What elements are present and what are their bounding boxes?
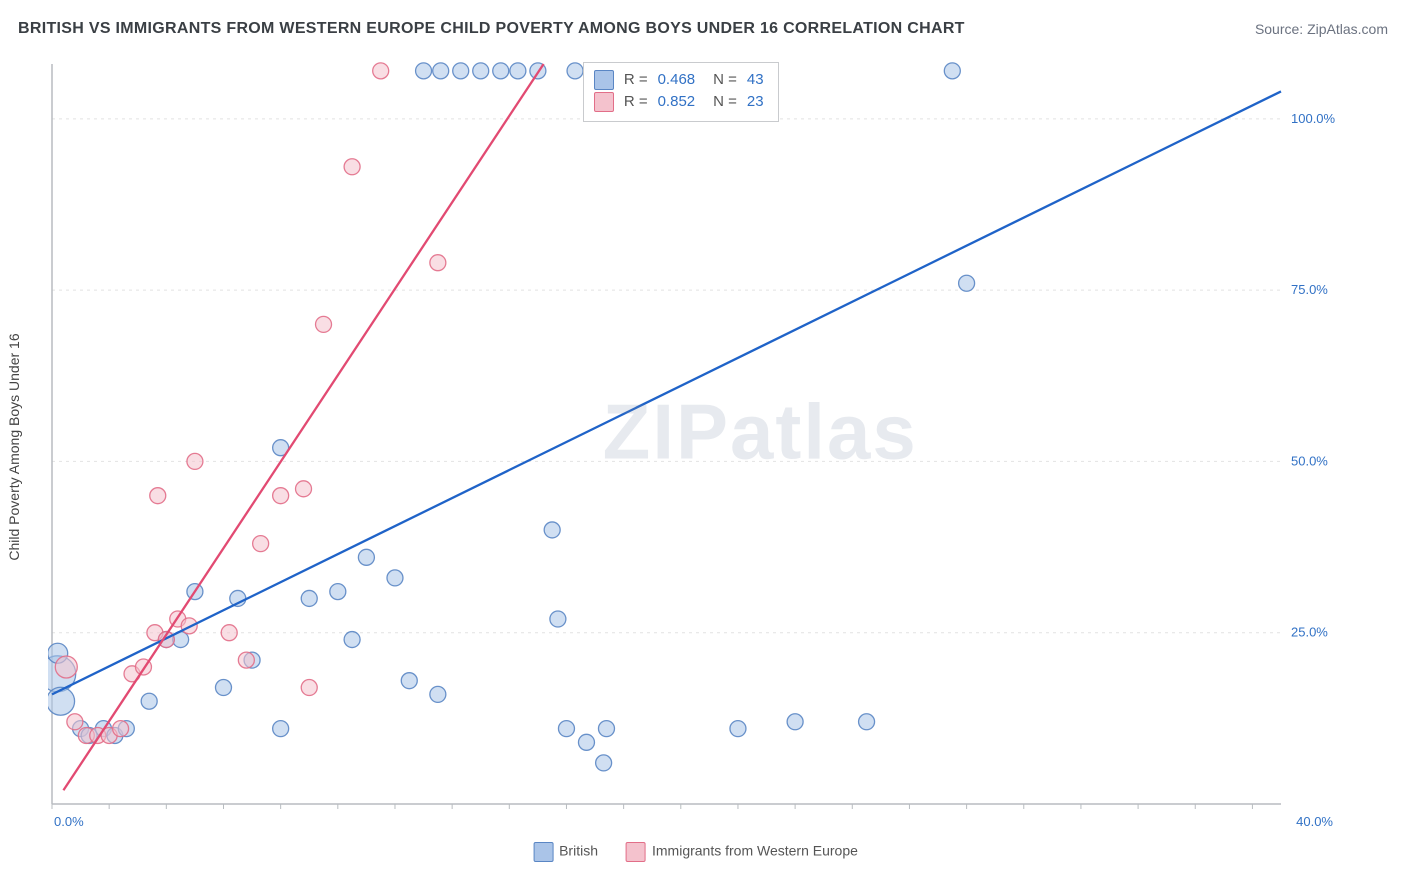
- legend-item: British: [533, 842, 598, 862]
- svg-text:40.0%: 40.0%: [1296, 814, 1333, 829]
- legend-swatch: [533, 842, 553, 862]
- y-axis-label: Child Poverty Among Boys Under 16: [6, 333, 22, 560]
- chart-source: Source: ZipAtlas.com: [1255, 21, 1388, 37]
- stats-n-value: 23: [747, 91, 764, 113]
- stats-n-label: N =: [713, 69, 737, 91]
- stats-r-label: R =: [624, 91, 648, 113]
- svg-text:75.0%: 75.0%: [1291, 282, 1328, 297]
- svg-text:25.0%: 25.0%: [1291, 625, 1328, 640]
- stats-swatch: [594, 70, 614, 90]
- stats-box: R = 0.468 N = 43 R = 0.852 N = 23: [583, 62, 779, 122]
- stats-n-label: N =: [713, 91, 737, 113]
- scatter-plot: 25.0% 50.0% 75.0% 100.0% 0.0% 40.0%: [48, 60, 1343, 834]
- stats-r-value: 0.852: [658, 91, 696, 113]
- legend-swatch: [626, 842, 646, 862]
- svg-text:50.0%: 50.0%: [1291, 453, 1328, 468]
- legend-label: British: [559, 843, 598, 859]
- legend-bottom: British Immigrants from Western Europe: [533, 842, 858, 862]
- svg-text:0.0%: 0.0%: [54, 814, 84, 829]
- stats-r-label: R =: [624, 69, 648, 91]
- chart-area: Child Poverty Among Boys Under 16 25.0%5…: [48, 60, 1343, 834]
- legend-item: Immigrants from Western Europe: [626, 842, 858, 862]
- stats-swatch: [594, 92, 614, 112]
- stats-row: R = 0.468 N = 43: [594, 69, 764, 91]
- chart-title: BRITISH VS IMMIGRANTS FROM WESTERN EUROP…: [18, 20, 965, 38]
- stats-r-value: 0.468: [658, 69, 696, 91]
- svg-text:100.0%: 100.0%: [1291, 111, 1336, 126]
- legend-label: Immigrants from Western Europe: [652, 843, 858, 859]
- stats-row: R = 0.852 N = 23: [594, 91, 764, 113]
- stats-n-value: 43: [747, 69, 764, 91]
